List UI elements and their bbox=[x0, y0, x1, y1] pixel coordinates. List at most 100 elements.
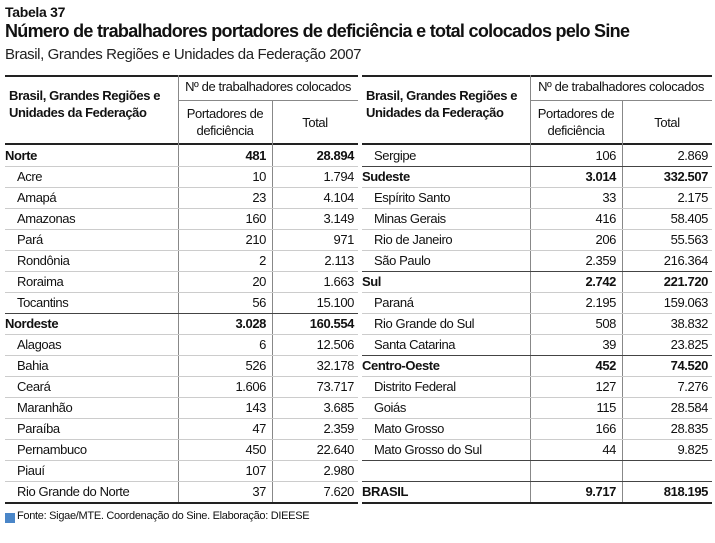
row-rule bbox=[362, 187, 712, 188]
cell-pcd: 2 bbox=[259, 253, 266, 268]
cell-total: 2.980 bbox=[323, 463, 354, 478]
cell-name: Piauí bbox=[17, 463, 45, 478]
row-rule bbox=[5, 418, 358, 419]
cell-name: Paraná bbox=[374, 295, 414, 310]
rule bbox=[5, 502, 358, 504]
cell-pcd: 452 bbox=[595, 358, 617, 373]
cell-pcd: 416 bbox=[595, 211, 617, 226]
row-rule bbox=[362, 355, 712, 356]
cell-name: Goiás bbox=[374, 400, 406, 415]
cell-name: Espírito Santo bbox=[374, 190, 451, 205]
row-rule bbox=[5, 166, 358, 167]
rule bbox=[5, 75, 358, 77]
cell-pcd: 206 bbox=[595, 232, 617, 247]
cell-pcd: 37 bbox=[252, 484, 266, 499]
cell-name: Rondônia bbox=[17, 253, 70, 268]
cell-total: 3.149 bbox=[323, 211, 354, 226]
row-rule bbox=[362, 166, 712, 167]
cell-total: 4.104 bbox=[323, 190, 354, 205]
cell-pcd: 20 bbox=[252, 274, 266, 289]
row-rule bbox=[362, 292, 712, 293]
row-rule bbox=[5, 271, 358, 272]
cell-pcd: 2.742 bbox=[585, 274, 616, 289]
cell-name: Minas Gerais bbox=[374, 211, 446, 226]
cell-pcd: 526 bbox=[245, 358, 267, 373]
cell-pcd: 107 bbox=[245, 463, 267, 478]
cell-name: Alagoas bbox=[17, 337, 62, 352]
column-header: Portadores de deficiência bbox=[186, 106, 264, 138]
column-header: Brasil, Grandes Regiões e Unidades da Fe… bbox=[9, 88, 161, 120]
row-rule bbox=[362, 397, 712, 398]
cell-pcd: 23 bbox=[252, 190, 266, 205]
cell-total: 38.832 bbox=[670, 316, 709, 331]
row-rule bbox=[362, 250, 712, 251]
cell-total: 32.178 bbox=[316, 358, 355, 373]
row-rule bbox=[362, 376, 712, 377]
row-rule bbox=[362, 439, 712, 440]
cell-pcd: 47 bbox=[252, 421, 266, 436]
rule bbox=[178, 75, 179, 502]
cell-total: 12.506 bbox=[316, 337, 355, 352]
cell-name: Rio de Janeiro bbox=[374, 232, 453, 247]
cell-name: Amapá bbox=[17, 190, 57, 205]
rule bbox=[362, 502, 712, 504]
cell-total: 2.869 bbox=[677, 148, 708, 163]
cell-pcd: 3.028 bbox=[235, 316, 266, 331]
cell-name: São Paulo bbox=[374, 253, 431, 268]
cell-name: Maranhão bbox=[17, 400, 73, 415]
cell-name: Bahia bbox=[17, 358, 49, 373]
cell-pcd: 39 bbox=[602, 337, 616, 352]
rule bbox=[272, 100, 273, 502]
rule bbox=[530, 100, 712, 101]
cell-total: 23.825 bbox=[670, 337, 709, 352]
cell-name: Sergipe bbox=[374, 148, 417, 163]
row-rule bbox=[5, 481, 358, 482]
row-rule bbox=[5, 460, 358, 461]
cell-total: 28.584 bbox=[670, 400, 709, 415]
row-rule bbox=[362, 418, 712, 419]
cell-pcd: 10 bbox=[252, 169, 266, 184]
table-label: Tabela 37 bbox=[5, 4, 66, 20]
cell-pcd: 33 bbox=[602, 190, 616, 205]
cell-pcd: 160 bbox=[245, 211, 267, 226]
row-rule bbox=[362, 334, 712, 335]
cell-name: Paraíba bbox=[17, 421, 60, 436]
rule bbox=[362, 75, 712, 77]
row-rule bbox=[5, 439, 358, 440]
row-rule bbox=[362, 313, 712, 314]
cell-pcd: 143 bbox=[245, 400, 267, 415]
row-rule bbox=[5, 187, 358, 188]
row-rule bbox=[5, 229, 358, 230]
cell-total: 15.100 bbox=[316, 295, 355, 310]
cell-name: Sul bbox=[362, 274, 382, 289]
cell-pcd: 2.359 bbox=[585, 253, 616, 268]
cell-name: Santa Catarina bbox=[374, 337, 456, 352]
cell-total: 971 bbox=[333, 232, 355, 247]
row-rule bbox=[5, 376, 358, 377]
rule bbox=[362, 143, 712, 145]
column-header: Brasil, Grandes Regiões e Unidades da Fe… bbox=[366, 88, 518, 120]
cell-name: Amazonas bbox=[17, 211, 76, 226]
cell-total: 2.113 bbox=[324, 253, 354, 268]
cell-name: Pará bbox=[17, 232, 43, 247]
cell-total: 73.717 bbox=[316, 379, 355, 394]
cell-pcd: 106 bbox=[595, 148, 617, 163]
rule bbox=[178, 100, 358, 101]
cell-pcd: 1.606 bbox=[235, 379, 266, 394]
row-rule bbox=[5, 292, 358, 293]
cell-name: Rio Grande do Sul bbox=[374, 316, 475, 331]
cell-pcd: 56 bbox=[252, 295, 266, 310]
cell-name: Tocantins bbox=[17, 295, 69, 310]
cell-total: 74.520 bbox=[670, 358, 709, 373]
row-rule bbox=[5, 397, 358, 398]
cell-name: Mato Grosso do Sul bbox=[374, 442, 482, 457]
cell-name: Norte bbox=[5, 148, 37, 163]
cell-name: Centro-Oeste bbox=[362, 358, 440, 373]
cell-total: 1.794 bbox=[323, 169, 354, 184]
footer-icon bbox=[5, 513, 15, 523]
row-rule bbox=[5, 334, 358, 335]
cell-pcd: 9.717 bbox=[585, 484, 616, 499]
cell-total: 818.195 bbox=[663, 484, 709, 499]
cell-total: 2.359 bbox=[323, 421, 354, 436]
cell-pcd: 210 bbox=[245, 232, 267, 247]
